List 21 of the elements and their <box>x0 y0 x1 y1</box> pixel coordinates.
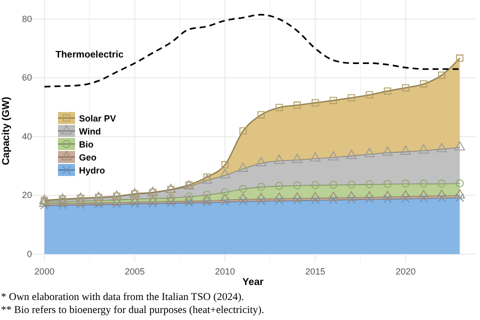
y-tick-label: 80 <box>22 14 32 24</box>
series-label: Thermoelectric <box>55 50 124 61</box>
legend-label: Hydro <box>79 166 106 176</box>
y-axis-title: Capacity (GW) <box>1 96 12 166</box>
y-tick-label: 40 <box>22 131 32 142</box>
text: * Own elaboration with data from the Italian TSO (2024). <box>1 292 244 303</box>
legend-label: Wind <box>79 126 101 136</box>
legend-label: Geo <box>79 152 98 162</box>
line-series <box>44 14 461 88</box>
y-tick-label: 0 <box>26 248 32 259</box>
y-tick-label: 60 <box>22 72 32 83</box>
text: ** Bio refers to bioenergy for dual purposes (heat+electricity). <box>1 305 264 316</box>
x-tick-label: 2010 <box>214 266 236 276</box>
x-tick-label: 2015 <box>305 266 326 276</box>
legend-label: Solar PV <box>79 114 116 124</box>
x-tick-label: 2020 <box>396 266 416 276</box>
x-axis-title: Year <box>242 277 264 288</box>
x-tick-label: 2005 <box>124 266 145 276</box>
legend-label: Bio <box>79 140 94 150</box>
x-tick-label: 2000 <box>34 266 54 276</box>
y-tick-label: 20 <box>22 190 32 200</box>
